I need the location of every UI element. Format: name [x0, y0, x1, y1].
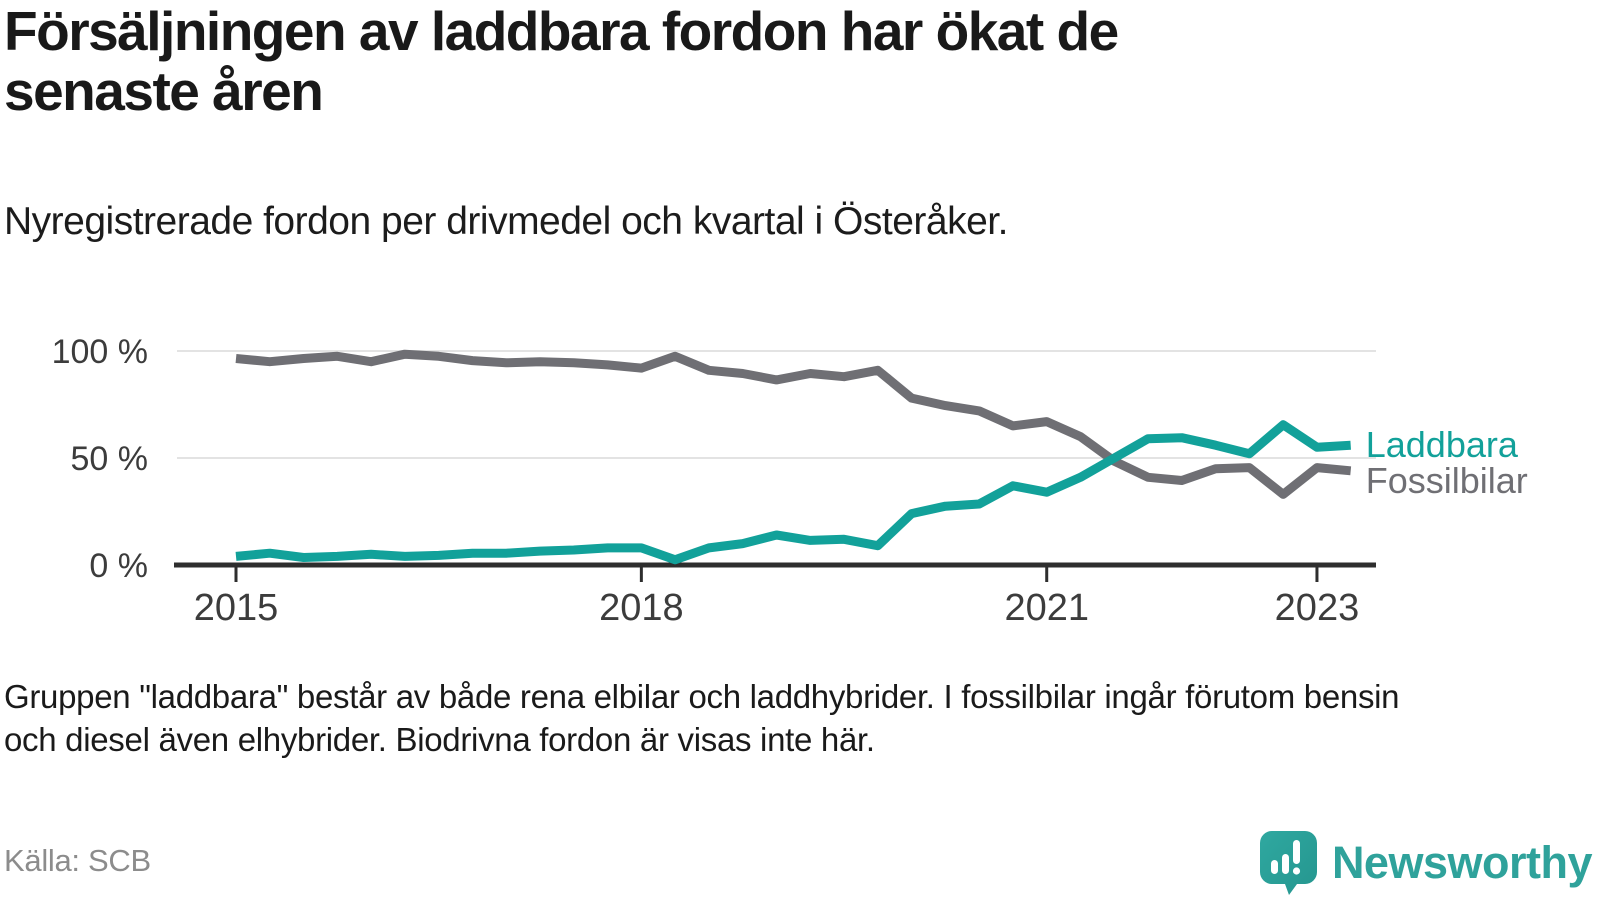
newsworthy-wordmark: Newsworthy [1331, 837, 1593, 888]
x-axis-label-2023: 2023 [1275, 587, 1360, 629]
exclamation-dot [1292, 867, 1301, 875]
chart-footnote: Gruppen "laddbara" består av både rena e… [4, 676, 1584, 762]
bar-small [1270, 860, 1278, 874]
x-axis-label-2018: 2018 [599, 587, 684, 629]
newsworthy-logo-icon [1259, 831, 1317, 895]
x-axis-label-2015: 2015 [194, 587, 279, 629]
y-axis-label-0: 0 % [89, 547, 148, 585]
chart-subtitle: Nyregistrerade fordon per drivmedel och … [4, 200, 1008, 243]
y-axis-label-50: 50 % [71, 440, 149, 478]
line-chart-area: 100 % 50 % 0 % 2015 2018 2021 2023 Laddbara Foss… [0, 315, 1600, 645]
y-axis-label-100: 100 % [52, 333, 148, 371]
bar-medium [1281, 854, 1289, 874]
title-line-1: Försäljningen av laddbara fordon har öka… [4, 0, 1119, 62]
series-label-fossilbilar: Fossilbilar [1366, 460, 1528, 501]
branding: Newsworthy [1259, 828, 1593, 898]
source-label: Källa: SCB [4, 843, 151, 878]
series-label-laddbara: Laddbara [1366, 424, 1519, 465]
exclamation-bar [1292, 840, 1300, 864]
page-title: Försäljningen av laddbara fordon har öka… [4, 0, 1564, 122]
footnote-line-1: Gruppen "laddbara" består av både rena e… [4, 678, 1400, 715]
title-line-2: senaste åren [4, 59, 324, 122]
x-axis-label-2021: 2021 [1004, 587, 1089, 629]
series-line-laddbara [235, 420, 1351, 565]
line-chart: 100 % 50 % 0 % 2015 2018 2021 2023 LaddbaraFoss… [52, 333, 1528, 629]
footnote-line-2: och diesel även elhybrider. Biodrivna fo… [4, 720, 875, 758]
series-line-fossilbilar [235, 349, 1352, 499]
